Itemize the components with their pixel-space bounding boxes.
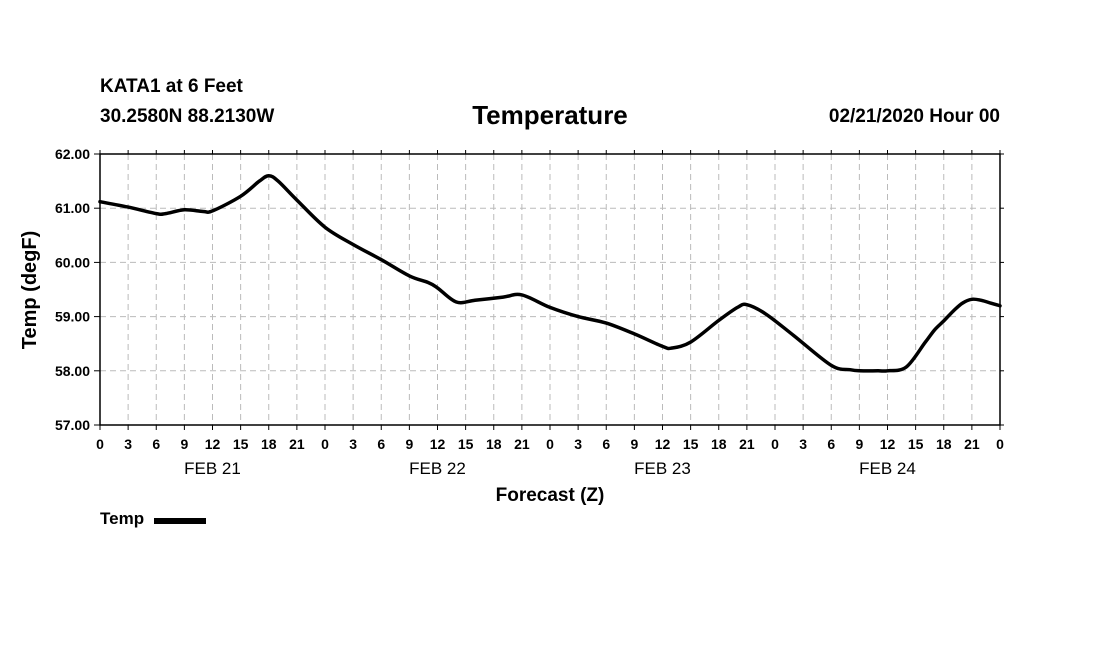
day-label: FEB 24 [859,459,916,478]
chart-title: Temperature [472,100,628,130]
axis-ticks [94,150,1004,430]
x-tick-label: 12 [880,436,896,452]
station-name: KATA1 at 6 Feet [100,76,243,97]
x-tick-label: 12 [205,436,221,452]
y-tick-label: 61.00 [55,200,90,216]
x-tick-label: 9 [180,436,188,452]
x-tick-label: 6 [602,436,610,452]
x-tick-label: 6 [377,436,385,452]
legend-swatch-temp [154,518,207,524]
x-tick-label: 21 [514,436,530,452]
x-tick-label: 3 [799,436,807,452]
x-tick-label: 21 [289,436,305,452]
x-tick-label: 12 [655,436,671,452]
x-tick-label: 15 [458,436,474,452]
x-tick-label: 21 [964,436,980,452]
grid-lines [100,154,1000,425]
y-tick-label: 62.00 [55,146,90,162]
x-tick-label: 9 [630,436,638,452]
x-tick-label: 6 [152,436,160,452]
y-tick-label: 60.00 [55,254,90,270]
y-tick-label: 57.00 [55,417,90,433]
x-tick-label: 15 [233,436,249,452]
y-axis-title: Temp (degF) [19,231,41,350]
day-label: FEB 21 [184,459,241,478]
x-tick-label: 18 [486,436,502,452]
forecast-run-time: 02/21/2020 Hour 00 [828,106,1000,127]
x-tick-label: 15 [683,436,699,452]
axis-labels: 57.00 58.00 59.00 60.00 61.00 62.00 0 3 6 9 12 15 18… [55,146,1004,478]
x-tick-label: 12 [430,436,446,452]
x-tick-label: 18 [936,436,952,452]
legend-label-temp: Temp [100,509,145,528]
x-tick-label: 0 [771,436,779,452]
legend: Temp [100,509,207,529]
x-tick-label: 0 [996,436,1004,452]
x-tick-label: 3 [349,436,357,452]
x-tick-label: 0 [321,436,329,452]
x-axis-title: Forecast (Z) [496,485,605,506]
x-tick-label: 9 [405,436,413,452]
x-tick-label: 15 [908,436,924,452]
x-tick-label: 0 [546,436,554,452]
x-tick-label: 6 [827,436,835,452]
y-tick-label: 58.00 [55,363,90,379]
x-tick-label: 18 [261,436,277,452]
x-tick-label: 3 [124,436,132,452]
y-tick-label: 59.00 [55,309,90,325]
x-tick-label: 21 [739,436,755,452]
x-tick-label: 9 [855,436,863,452]
x-tick-label: 18 [711,436,727,452]
x-tick-label: 0 [96,436,104,452]
x-tick-label: 3 [574,436,582,452]
day-label: FEB 22 [409,459,466,478]
station-coordinates: 30.2580N 88.2130W [100,106,275,127]
day-label: FEB 23 [634,459,691,478]
series-line-temp [98,173,1002,373]
